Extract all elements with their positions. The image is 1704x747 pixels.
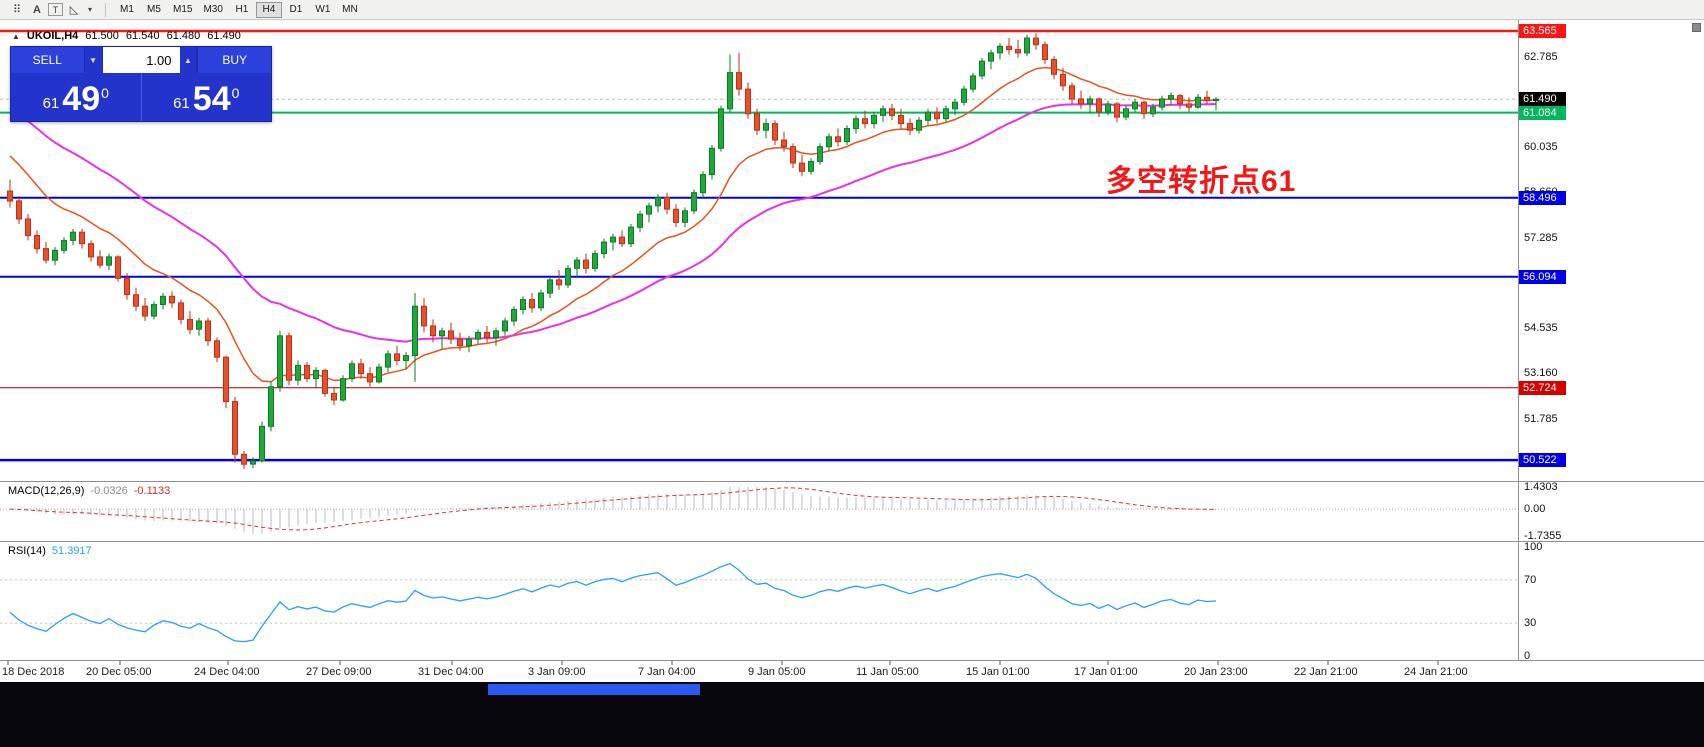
time-axis-label: 7 Jan 04:00	[638, 666, 696, 678]
buy-price-display[interactable]: 61 54 0	[142, 73, 272, 121]
macd-main-value: -0.0326	[90, 485, 128, 497]
chart-corner-button[interactable]	[1692, 23, 1701, 32]
toolbar-grip-icon[interactable]: ⠿	[12, 4, 22, 16]
timeframe-button-w1[interactable]: W1	[315, 4, 331, 15]
toolbar: ⠿ A T ◺ ▾ M1 M5 M15 M30 H1 H4 D1 W1 MN	[0, 0, 1704, 20]
sell-button[interactable]: SELL	[11, 47, 85, 73]
rsi-axis-label: 30	[1524, 617, 1537, 629]
support-price-tag-3: 52.724	[1519, 381, 1566, 395]
time-axis-label: 11 Jan 05:00	[856, 666, 919, 678]
macd-axis-label: 1.4303	[1524, 481, 1558, 493]
macd-signal-value: -0.1133	[133, 485, 171, 497]
resistance-price-tag: 63.565	[1519, 24, 1566, 38]
high-value: 61.540	[125, 30, 160, 42]
support-price-tag-2: 56.094	[1519, 270, 1566, 284]
text-label-icon[interactable]: T	[48, 3, 63, 16]
current-price-tag: 61.490	[1519, 92, 1566, 106]
rsi-axis-label: 100	[1524, 541, 1543, 553]
timeframe-button-m5[interactable]: M5	[147, 4, 161, 15]
time-axis-label: 3 Jan 09:00	[528, 666, 586, 678]
panel-divider	[0, 481, 1704, 482]
timeframe-button-m15[interactable]: M15	[173, 4, 193, 15]
close-value: 61.490	[207, 30, 241, 42]
time-axis-label: 27 Dec 09:00	[306, 666, 372, 678]
time-axis-label: 31 Dec 04:00	[418, 666, 484, 678]
macd-panel[interactable]	[0, 482, 1704, 541]
rsi-axis-label: 0	[1524, 650, 1531, 662]
open-value: 61.500	[85, 30, 119, 42]
lot-dropdown-icon[interactable]: ▼	[84, 47, 103, 73]
one-click-trading-widget: SELL ▼ ▲ BUY 61 49 0 61 54 0	[10, 46, 272, 122]
price-axis-border	[1518, 20, 1519, 660]
lot-increase-icon[interactable]: ▲	[179, 47, 198, 73]
time-axis-label: 15 Jan 01:00	[966, 666, 1030, 678]
lot-size-input[interactable]	[102, 47, 180, 73]
rsi-name: RSI(14)	[8, 545, 46, 557]
macd-name: MACD(12,26,9)	[8, 485, 85, 497]
time-axis-label: 18 Dec 2018	[2, 666, 65, 678]
buy-price-big: 54	[192, 80, 231, 118]
draw-tools-icon[interactable]: ◺	[69, 4, 79, 16]
rsi-axis-label: 70	[1524, 574, 1537, 586]
sell-price-sup: 0	[101, 85, 109, 101]
support-price-tag-4: 50.522	[1519, 453, 1566, 467]
rsi-panel[interactable]	[0, 542, 1704, 660]
chart-annotation: 多空转折点61	[1106, 165, 1297, 198]
text-annotation-icon[interactable]: A	[33, 3, 41, 16]
rsi-value: 51.3917	[51, 545, 92, 557]
price-axis-label: 57.285	[1524, 232, 1558, 244]
time-axis-label: 24 Dec 04:00	[194, 666, 260, 678]
chevron-down-icon[interactable]: ▾	[87, 5, 92, 14]
rsi-label: RSI(14) 51.3917	[8, 545, 92, 557]
bottom-bar	[0, 682, 1704, 747]
macd-axis-label: 0.00	[1524, 503, 1546, 515]
support-price-tag-1: 58.496	[1519, 191, 1566, 205]
green-level-price-tag: 61.084	[1519, 106, 1566, 120]
buy-price-sup: 0	[231, 85, 240, 101]
taskbar-highlight	[488, 684, 700, 695]
sell-price-display[interactable]: 61 49 0	[11, 73, 142, 121]
time-axis-label: 24 Jan 21:00	[1404, 666, 1468, 678]
price-axis-label: 53.160	[1524, 367, 1558, 379]
time-axis-label: 22 Jan 21:00	[1294, 666, 1358, 678]
timeframe-button-h1[interactable]: H1	[235, 4, 249, 15]
macd-axis-label: -1.7355	[1524, 530, 1562, 542]
panel-divider	[0, 660, 1704, 661]
buy-button[interactable]: BUY	[197, 47, 271, 73]
price-axis-label: 51.785	[1524, 413, 1558, 425]
sell-price-big: 49	[62, 80, 101, 118]
low-value: 61.480	[166, 30, 201, 42]
macd-label: MACD(12,26,9) -0.0326 -0.1133	[8, 485, 170, 497]
timeframe-button-m1[interactable]: M1	[120, 4, 134, 15]
time-axis-label: 20 Jan 23:00	[1184, 666, 1248, 678]
panel-divider	[0, 541, 1704, 542]
time-axis-label: 9 Jan 05:00	[748, 666, 806, 678]
timeframe-button-d1[interactable]: D1	[289, 4, 303, 15]
symbol-label: UKOIL,H4	[26, 30, 79, 42]
sell-price-prefix: 61	[42, 95, 60, 112]
timeframe-button-m30[interactable]: M30	[203, 4, 223, 15]
time-axis-label: 20 Dec 05:00	[86, 666, 152, 678]
price-axis-label: 62.785	[1524, 51, 1558, 63]
timeframe-button-h4[interactable]: H4	[255, 1, 282, 18]
price-axis-label: 54.535	[1524, 322, 1558, 334]
time-axis-label: 17 Jan 01:00	[1074, 666, 1138, 678]
price-axis-label: 60.035	[1524, 141, 1558, 153]
ohlc-header: ▲ UKOIL,H4 61.500 61.540 61.480 61.490	[12, 30, 241, 42]
symbol-direction-icon: ▲	[12, 31, 20, 41]
toolbar-separator	[105, 2, 106, 17]
buy-price-prefix: 61	[173, 95, 190, 112]
timeframe-toolbar: M1 M5 M15 M30 H1 H4 D1 W1 MN	[114, 1, 364, 18]
timeframe-button-mn[interactable]: MN	[342, 4, 358, 15]
